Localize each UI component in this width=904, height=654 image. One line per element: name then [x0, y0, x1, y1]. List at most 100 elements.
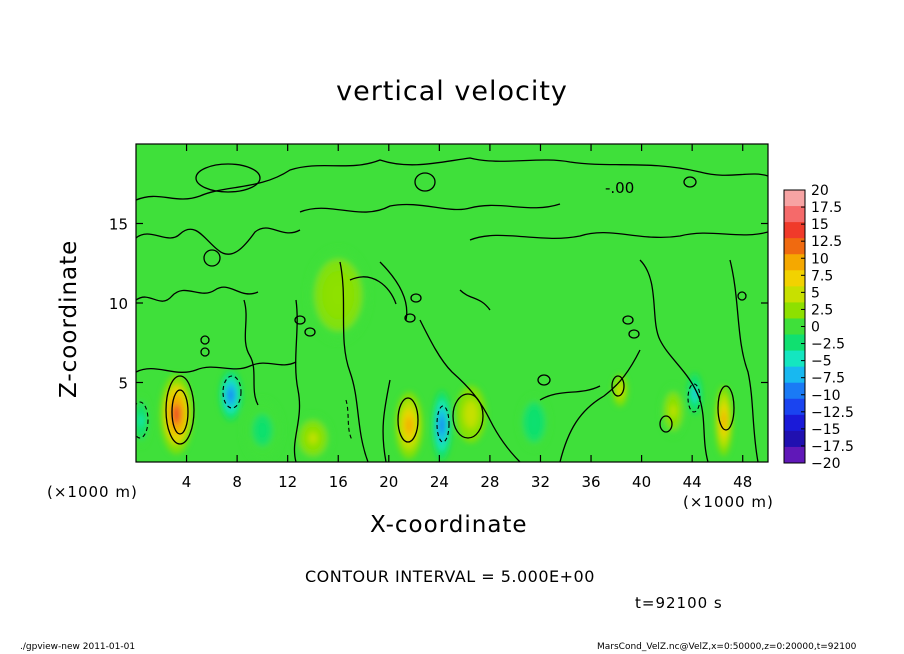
x-tick-label: 32: [531, 473, 550, 491]
contour-dashed: [345, 399, 353, 441]
colorbar-segment: [784, 430, 805, 448]
contour-closed: [397, 397, 419, 443]
velocity-blob: [138, 414, 144, 428]
colorbar-segment: [784, 222, 805, 239]
colorbar-segment: [784, 318, 805, 336]
contour-line: [639, 259, 709, 462]
colorbar-segment: [784, 366, 805, 384]
colorbar-segment: [784, 190, 805, 207]
colorbar-label: −17.5: [811, 439, 854, 455]
x-unit-right: (×1000 m): [683, 493, 774, 511]
contour-closed: [165, 375, 195, 445]
contour-dashed: [687, 383, 701, 413]
velocity-blob: [721, 411, 726, 430]
velocity-blob: [670, 404, 677, 418]
contour-closed: [683, 176, 697, 188]
velocity-blob: [405, 417, 413, 434]
x-axis: 4 8 12 16 20 24 28 32 36 40 44 48: [182, 144, 752, 491]
chart-title: vertical velocity: [336, 76, 568, 107]
contour-closed: [404, 313, 416, 323]
colorbar-label: 5: [811, 285, 820, 301]
plot-area: -.00: [136, 144, 768, 462]
colorbar-segment: [784, 270, 805, 287]
contour-closed: [452, 393, 484, 439]
x-tick-label: 4: [182, 473, 192, 491]
x-tick-label: 40: [632, 473, 651, 491]
velocity-blob: [467, 407, 475, 422]
contour-closed: [622, 315, 634, 325]
x-tick-label: 28: [480, 473, 499, 491]
colorbar-segment: [784, 382, 805, 400]
colorbar-label: 20: [811, 183, 829, 199]
contour-line: [559, 349, 641, 462]
colorbar-segment: [784, 286, 805, 303]
x-tick-label: 48: [733, 473, 752, 491]
contour-dashed: [222, 375, 242, 409]
colorbar-label: −15: [811, 422, 841, 438]
x-unit-left: (×1000 m): [47, 483, 138, 501]
x-tick-label: 12: [278, 473, 297, 491]
contour-line: [469, 231, 768, 241]
colorbar-segment: [784, 254, 805, 271]
negative-contour-lines: [136, 375, 701, 443]
colorbar-segment: [784, 350, 805, 368]
colorbar-segment: [784, 334, 805, 352]
colorbar-segment: [784, 446, 805, 464]
colorbar-label: 2.5: [811, 302, 833, 318]
contour-closed: [737, 291, 747, 301]
contour-line: [459, 289, 491, 311]
x-tick-label: 8: [232, 473, 242, 491]
contour-closed: [304, 327, 316, 337]
colorbar-segment: [784, 206, 805, 223]
contour-line: [136, 361, 297, 373]
colorbar-label: −5: [811, 354, 832, 370]
footer-right: MarsCond_VelZ.nc@VelZ,x=0:50000,z=0:2000…: [597, 642, 857, 652]
colorbar-label: 17.5: [811, 200, 842, 216]
contour-line: [243, 299, 259, 406]
time-label: t=92100 s: [635, 594, 723, 612]
contour-closed: [195, 163, 261, 193]
colorbar-label: −7.5: [811, 371, 845, 387]
contour-dashed: [136, 401, 149, 439]
colorbar-segment: [784, 302, 805, 319]
contour-closed: [414, 172, 436, 192]
y-tick-label: 15: [109, 216, 128, 234]
contour-interval-note: CONTOUR INTERVAL = 5.000E+00: [305, 567, 595, 586]
velocity-blob: [308, 432, 318, 445]
x-tick-label: 16: [329, 473, 348, 491]
contour-lines: [136, 157, 768, 462]
colorbar-segment: [784, 414, 805, 432]
contour-value-label: -.00: [605, 179, 634, 197]
contour-line: [349, 276, 397, 305]
velocity-blob: [618, 386, 623, 395]
colorbar-label: 7.5: [811, 268, 833, 284]
y-tick-label: 10: [109, 295, 128, 313]
footer-left: ./gpview-new 2011-01-01: [20, 642, 136, 652]
contour-closed: [611, 375, 625, 397]
velocity-blob: [439, 416, 445, 435]
velocity-blob: [257, 422, 268, 439]
contour-closed: [659, 415, 673, 433]
y-tick-label: 5: [118, 375, 128, 393]
contour-line: [729, 259, 759, 462]
contour-closed: [200, 335, 210, 345]
contour-closed: [537, 374, 551, 386]
contour-line: [299, 203, 561, 213]
contour-line: [539, 385, 601, 401]
x-axis-label: X-coordinate: [370, 512, 528, 538]
contour-closed: [628, 329, 640, 339]
velocity-blob: [227, 388, 234, 402]
colorbar-segment: [784, 238, 805, 255]
velocity-blob: [172, 404, 181, 425]
contour-line: [419, 319, 521, 462]
contour-closed: [203, 249, 221, 267]
colorbar-label: 0: [811, 320, 820, 336]
contour-line: [293, 299, 301, 462]
colorbar-label: −2.5: [811, 337, 845, 353]
contour-line: [136, 227, 301, 255]
contour-closed: [171, 389, 189, 435]
x-tick-label: 24: [430, 473, 449, 491]
contour-dashed: [436, 405, 450, 443]
